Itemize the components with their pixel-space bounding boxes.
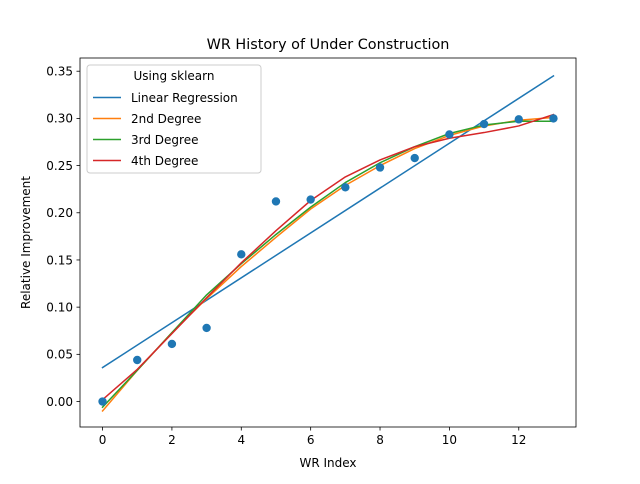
y-tick-label: 0.10 (46, 300, 73, 314)
x-tick-label: 2 (168, 433, 176, 447)
data-point (271, 197, 281, 206)
data-point (306, 195, 315, 204)
x-axis-label: WR Index (299, 456, 356, 470)
plot-area (79, 57, 577, 428)
legend-entries: Linear Regression 2nd Degree 3rd Degree 4th… (93, 91, 238, 168)
x-tick-label: 0 (99, 433, 107, 447)
chart-title: WR History of Under Construction (207, 37, 450, 53)
legend-label-3rd-degree: 3rd Degree (131, 133, 198, 147)
series-line-linear-regression (101, 74, 555, 369)
x-tick-label: 8 (376, 433, 384, 447)
data-point (167, 339, 177, 349)
x-axis: 0 2 4 6 8 10 12 (99, 427, 526, 447)
series-line-4th-degree (101, 113, 555, 401)
y-tick-label: 0.30 (46, 112, 73, 126)
data-point (479, 119, 489, 129)
data-point (133, 355, 142, 365)
data-point (341, 183, 350, 192)
y-tick-label: 0.00 (46, 395, 73, 409)
legend-label-2nd-degree: 2nd Degree (131, 112, 201, 126)
legend-label-4th-degree: 4th Degree (131, 154, 198, 168)
points-layer (98, 114, 558, 406)
data-point (514, 115, 523, 124)
legend-title: Using sklearn (133, 69, 214, 83)
data-point (375, 163, 385, 172)
y-tick-label: 0.20 (46, 206, 73, 220)
x-tick-label: 10 (442, 433, 457, 447)
data-point (410, 153, 419, 163)
series-layer (101, 74, 555, 413)
data-point (98, 397, 107, 406)
x-tick-label: 6 (307, 433, 315, 447)
y-tick-label: 0.35 (46, 65, 73, 79)
data-point (237, 250, 246, 259)
data-point (549, 114, 558, 123)
axes-frame (79, 57, 577, 428)
y-tick-label: 0.05 (46, 348, 73, 362)
legend: Using sklearn Linear Regression 2nd Degre… (86, 64, 262, 174)
data-point (445, 130, 454, 139)
legend-label-linear-regression: Linear Regression (131, 91, 238, 105)
x-tick-label: 12 (511, 433, 526, 447)
legend-box (86, 64, 262, 174)
y-tick-label: 0.15 (46, 253, 73, 267)
x-tick-label: 4 (237, 433, 245, 447)
y-axis: 0.00 0.05 0.10 0.15 0.20 0.25 0.30 0.35 (46, 65, 80, 409)
data-point (202, 323, 211, 333)
series-line-3rd-degree (101, 120, 555, 409)
y-tick-label: 0.25 (46, 159, 73, 173)
y-axis-label: Relative Improvement (19, 176, 33, 309)
